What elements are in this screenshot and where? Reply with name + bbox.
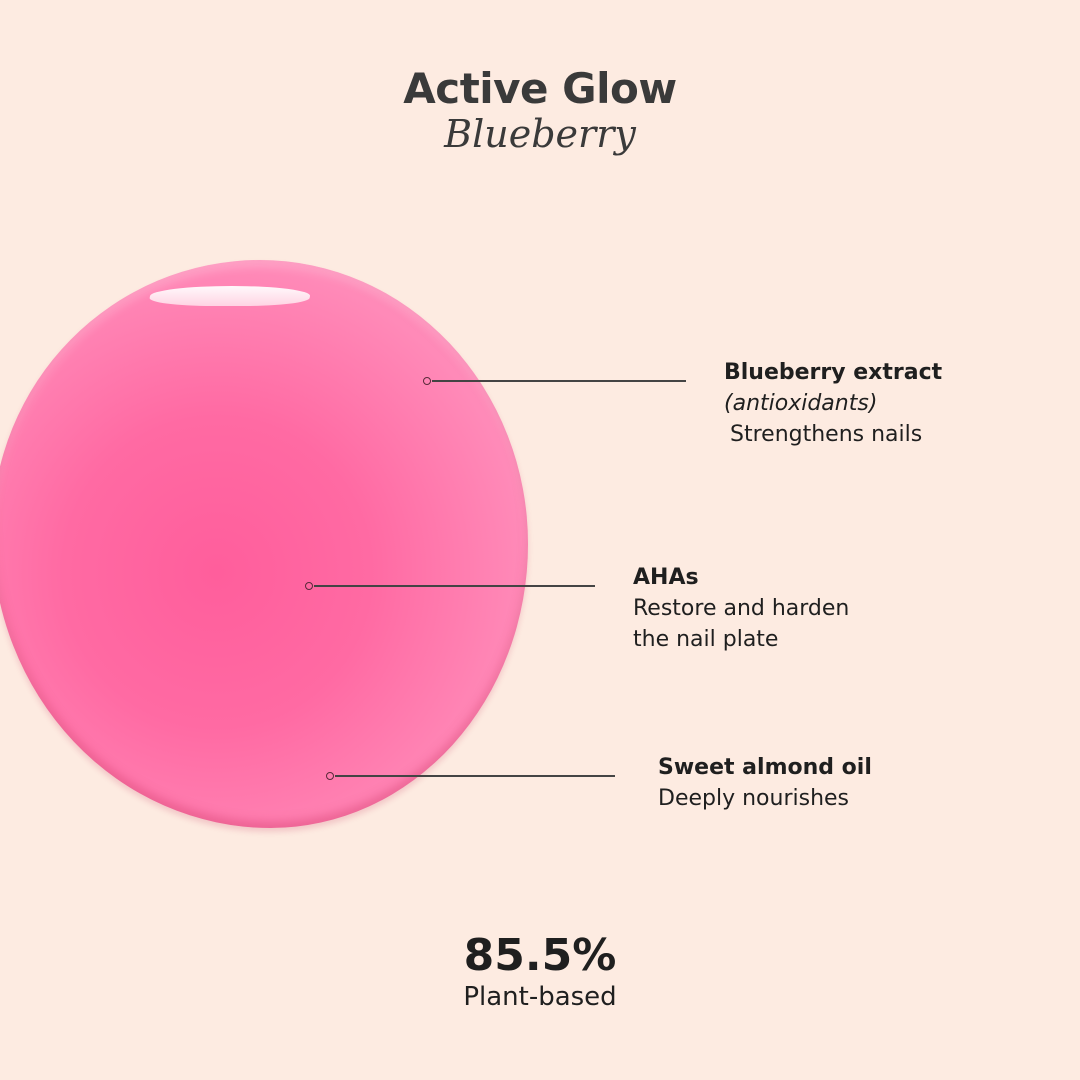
ingredient-benefit: the nail plate bbox=[633, 627, 779, 652]
callout-line-3 bbox=[335, 775, 615, 777]
callout-blueberry-extract: Blueberry extract (antioxidants) Strengt… bbox=[724, 357, 942, 450]
callout-dot-3 bbox=[326, 772, 334, 780]
callout-dot-1 bbox=[423, 377, 431, 385]
ingredient-benefit: Restore and harden bbox=[633, 596, 850, 621]
plant-based-label: Plant-based bbox=[463, 982, 617, 1012]
ingredient-benefit: Deeply nourishes bbox=[658, 786, 850, 811]
drop-highlight bbox=[148, 286, 312, 306]
callout-dot-2 bbox=[305, 582, 313, 590]
ingredient-name: Sweet almond oil bbox=[658, 755, 872, 780]
callout-ahas: AHAs Restore and harden the nail plate bbox=[633, 562, 849, 655]
product-variant: Blueberry bbox=[444, 112, 636, 156]
callout-sweet-almond-oil: Sweet almond oil Deeply nourishes bbox=[658, 752, 872, 814]
plant-based-percentage: 85.5% bbox=[463, 930, 617, 981]
serum-drop-image bbox=[0, 260, 528, 828]
ingredient-name: Blueberry extract bbox=[724, 360, 943, 385]
callout-line-1 bbox=[432, 380, 686, 382]
ingredient-benefit: Strengthens nails bbox=[730, 422, 923, 447]
ingredient-note: (antioxidants) bbox=[724, 391, 878, 416]
product-title: Active Glow bbox=[403, 64, 677, 113]
callout-line-2 bbox=[314, 585, 595, 587]
ingredient-name: AHAs bbox=[633, 565, 699, 590]
